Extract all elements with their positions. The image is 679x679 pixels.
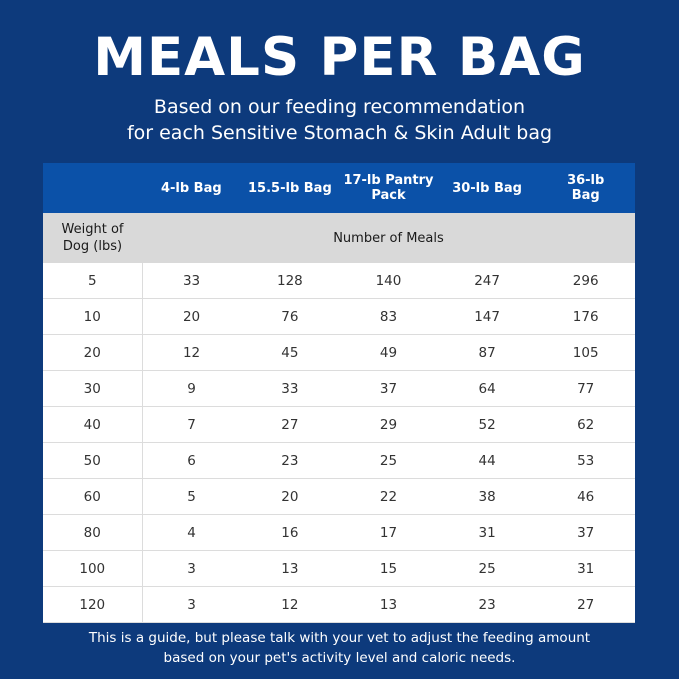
meals-cell: 25 [437,550,537,587]
meals-cell: 23 [240,442,340,479]
table-row: 20 12 45 49 87 105 [43,334,635,371]
meals-cell: 27 [240,406,340,443]
meals-cell: 20 [142,298,241,335]
dog-weight-cell: 5 [43,263,143,299]
footer-note-line-2: based on your pet's activity level and c… [163,650,516,666]
column-header: 36-lb Bag [536,163,635,213]
meals-cell: 5 [142,478,241,515]
meals-cell: 49 [339,334,438,371]
header-blank-cell [43,163,142,213]
meals-cell: 140 [339,263,438,299]
meals-cell: 64 [437,370,537,407]
meals-cell: 62 [536,406,635,443]
meals-cell: 20 [240,478,340,515]
dog-weight-cell: 100 [43,550,143,587]
meals-cell: 12 [240,586,340,623]
meals-cell: 22 [339,478,438,515]
table-row: 60 5 20 22 38 46 [43,478,635,515]
column-header: 4-lb Bag [142,163,241,213]
table-row: 80 4 16 17 31 37 [43,514,635,551]
meals-cell: 296 [536,263,635,299]
footer-note-line-1: This is a guide, but please talk with yo… [88,630,591,646]
meals-cell: 105 [536,334,635,371]
meals-cell: 176 [536,298,635,335]
meals-cell: 37 [536,514,635,551]
meals-cell: 33 [240,370,340,407]
dog-weight-cell: 10 [43,298,143,335]
dog-weight-cell: 40 [43,406,143,443]
meals-cell: 31 [536,550,635,587]
meals-cell: 87 [437,334,537,371]
bag-size-header-row: 4-lb Bag 15.5-lb Bag 17-lb Pantry Pack 30-l… [43,163,635,213]
table-row: 120 3 12 13 23 27 [43,586,635,623]
table-row: 30 9 33 37 64 77 [43,370,635,407]
meals-cell: 31 [437,514,537,551]
subheader-row: Weight of Dog (lbs) Number of Meals [43,213,635,263]
meals-cell: 27 [536,586,635,623]
meals-cell: 38 [437,478,537,515]
meals-cell: 17 [339,514,438,551]
subtitle-line-1: Based on our feeding recommendation [153,96,526,118]
page-title: MEALS PER BAG [93,27,586,88]
meals-cell: 15 [339,550,438,587]
meals-cell: 6 [142,442,241,479]
meals-cell: 45 [240,334,340,371]
meals-cell: 33 [142,263,241,299]
column-header: 17-lb Pantry Pack [339,163,438,213]
meals-cell: 128 [240,263,340,299]
meals-cell: 83 [339,298,438,335]
meals-cell: 3 [142,586,241,623]
meals-cell: 147 [437,298,537,335]
meals-cell: 44 [437,442,537,479]
table-row: 40 7 27 29 52 62 [43,406,635,443]
dog-weight-cell: 30 [43,370,143,407]
dog-weight-cell: 20 [43,334,143,371]
meals-cell: 3 [142,550,241,587]
meals-cell: 23 [437,586,537,623]
number-of-meals-label: Number of Meals [142,213,635,263]
meals-cell: 247 [437,263,537,299]
meals-cell: 12 [142,334,241,371]
table-row: 10 20 76 83 147 176 [43,298,635,335]
dog-weight-cell: 50 [43,442,143,479]
meals-cell: 13 [339,586,438,623]
weight-of-dog-label: Weight of Dog (lbs) [43,213,142,263]
meals-table: 4-lb Bag 15.5-lb Bag 17-lb Pantry Pack 30-l… [43,163,635,623]
table-row: 50 6 23 25 44 53 [43,442,635,479]
meals-cell: 46 [536,478,635,515]
dog-weight-cell: 60 [43,478,143,515]
column-header: 15.5-lb Bag [240,163,340,213]
meals-cell: 29 [339,406,438,443]
meals-cell: 76 [240,298,340,335]
subtitle-line-2: for each Sensitive Stomach & Skin Adult … [126,122,553,144]
table-row: 5 33 128 140 247 296 [43,263,635,299]
table-row: 100 3 13 15 25 31 [43,550,635,587]
dog-weight-cell: 80 [43,514,143,551]
meals-cell: 52 [437,406,537,443]
column-header: 30-lb Bag [437,163,537,213]
meals-cell: 53 [536,442,635,479]
meals-cell: 7 [142,406,241,443]
meals-cell: 9 [142,370,241,407]
meals-cell: 13 [240,550,340,587]
meals-cell: 37 [339,370,438,407]
meals-cell: 25 [339,442,438,479]
meals-cell: 4 [142,514,241,551]
meals-cell: 16 [240,514,340,551]
meals-cell: 77 [536,370,635,407]
dog-weight-cell: 120 [43,586,143,623]
